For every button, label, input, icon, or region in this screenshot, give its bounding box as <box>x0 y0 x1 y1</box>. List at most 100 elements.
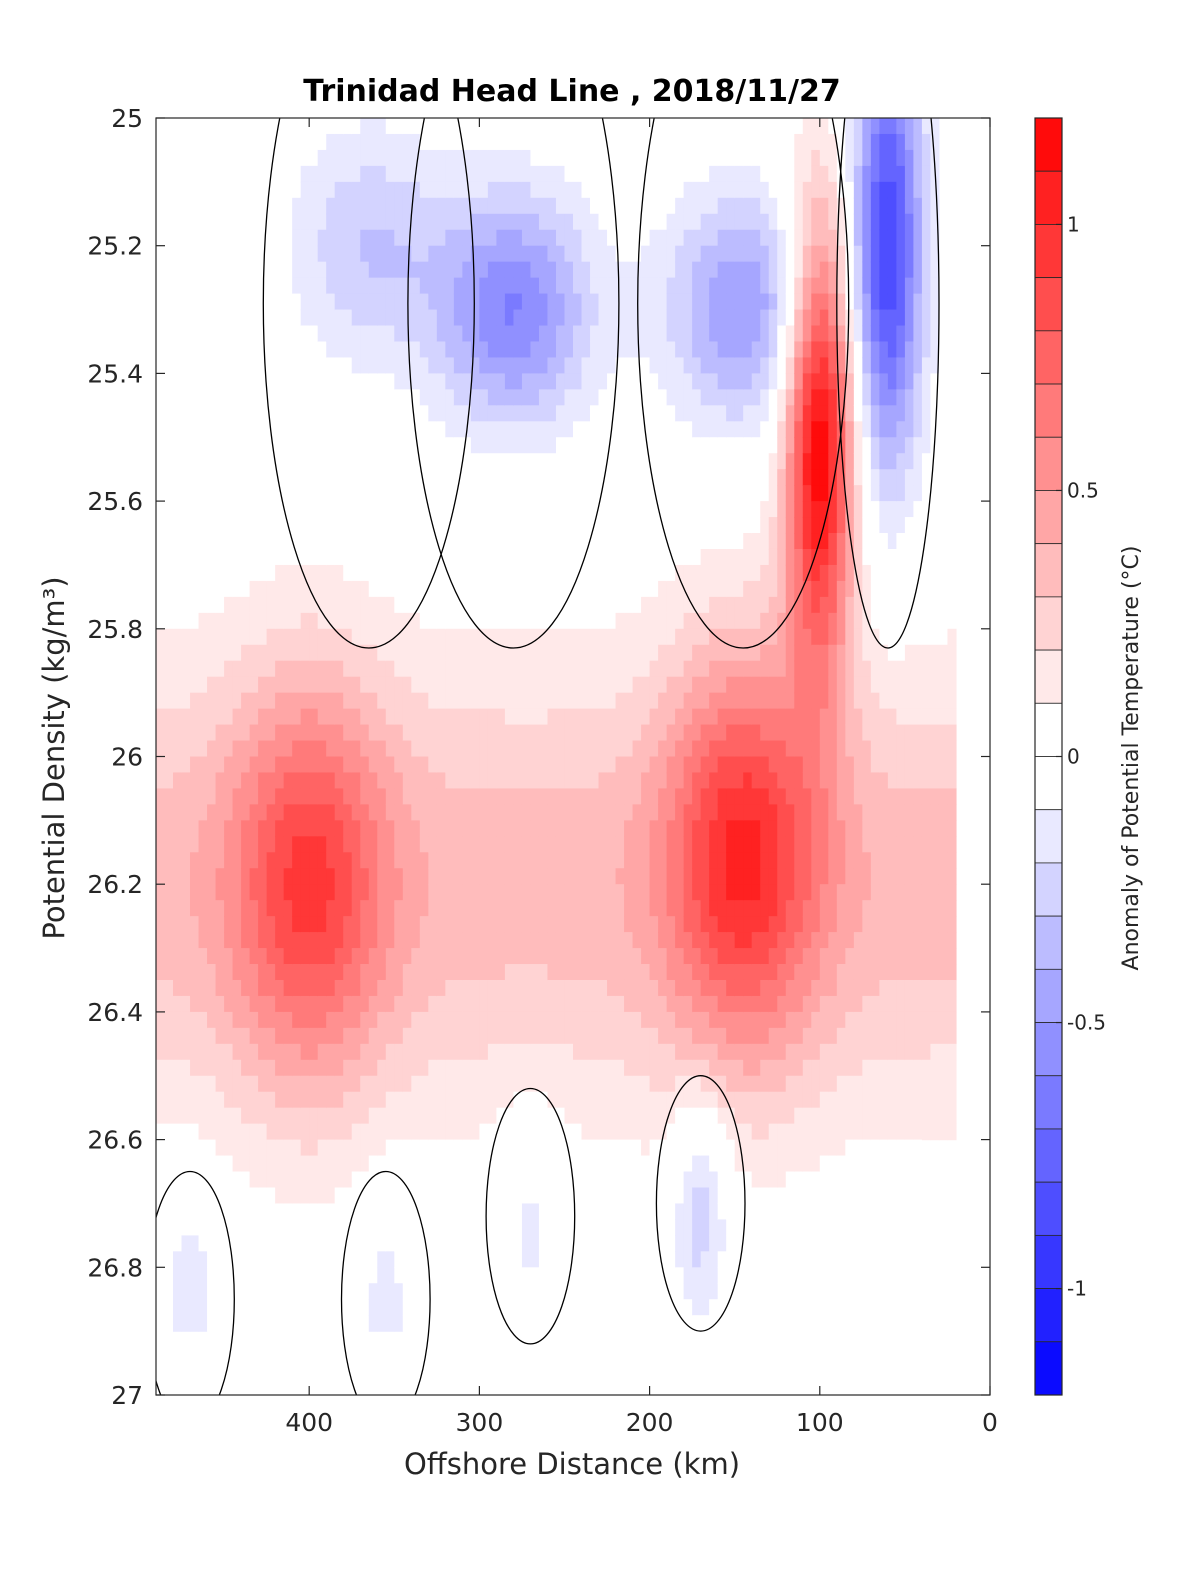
heatmap-cell <box>513 533 523 550</box>
heatmap-cell <box>309 884 319 901</box>
heatmap-cell <box>573 804 583 821</box>
heatmap-cell <box>470 1075 480 1093</box>
heatmap-cell <box>487 325 498 343</box>
heatmap-cell <box>258 277 268 295</box>
heatmap-cell <box>164 1027 174 1045</box>
heatmap-cell <box>555 948 566 965</box>
heatmap-cell <box>598 517 608 534</box>
heatmap-cell <box>632 1075 642 1093</box>
heatmap-cell <box>504 788 515 805</box>
heatmap-cell <box>487 628 498 646</box>
heatmap-cell <box>198 181 208 199</box>
heatmap-cell <box>453 197 463 215</box>
heatmap-cell <box>462 820 472 837</box>
heatmap-cell <box>709 197 719 215</box>
heatmap-cell <box>683 1251 693 1268</box>
heatmap-cell <box>624 756 634 774</box>
heatmap-cell <box>232 261 242 279</box>
heatmap-cell <box>215 612 225 630</box>
heatmap-cell <box>564 341 574 359</box>
heatmap-cell <box>249 548 259 566</box>
heatmap-cell <box>419 708 429 726</box>
heatmap-cell <box>207 309 217 327</box>
heatmap-cell <box>470 1251 480 1268</box>
heatmap-cell <box>232 756 242 774</box>
heatmap-cell <box>521 979 532 997</box>
heatmap-cell <box>368 133 378 151</box>
heatmap-cell <box>538 213 549 231</box>
heatmap-cell <box>258 548 268 566</box>
heatmap-cell <box>207 660 217 678</box>
heatmap-cell <box>164 1267 174 1284</box>
heatmap-cell <box>173 1235 183 1252</box>
heatmap-cell <box>156 788 166 805</box>
heatmap-cell <box>207 979 217 997</box>
heatmap-cell <box>394 964 404 981</box>
heatmap-cell <box>402 1251 412 1268</box>
heatmap-cell <box>334 948 344 965</box>
heatmap-cell <box>300 788 310 805</box>
heatmap-cell <box>615 1139 625 1157</box>
heatmap-cell <box>402 213 412 231</box>
heatmap-cell <box>173 1315 183 1332</box>
heatmap-cell <box>521 118 532 135</box>
heatmap-cell <box>249 421 259 438</box>
heatmap-cell <box>615 1155 625 1173</box>
heatmap-cell <box>190 1027 200 1045</box>
heatmap-cell <box>317 660 327 678</box>
heatmap-cell <box>445 1091 455 1109</box>
heatmap-cell <box>283 1187 293 1205</box>
heatmap-cell <box>598 277 608 295</box>
heatmap-cell <box>675 357 685 374</box>
heatmap-cell <box>283 868 293 885</box>
heatmap-cell <box>428 437 438 454</box>
heatmap-cell <box>436 836 446 853</box>
heatmap-cell <box>326 181 336 199</box>
heatmap-cell <box>675 1107 685 1125</box>
heatmap-cell <box>343 628 353 646</box>
heatmap-cell <box>649 564 659 582</box>
heatmap-cell <box>309 644 319 662</box>
heatmap-cell <box>385 1203 395 1221</box>
heatmap-cell <box>564 596 574 614</box>
heatmap-cell <box>275 1139 285 1157</box>
heatmap-cell <box>181 644 191 662</box>
heatmap-cell <box>658 293 668 311</box>
heatmap-cell <box>436 1171 446 1189</box>
heatmap-cell <box>462 692 472 710</box>
heatmap-cell <box>632 740 642 758</box>
heatmap-cell <box>547 181 557 199</box>
heatmap-cell <box>445 580 455 598</box>
heatmap-cell <box>394 900 404 917</box>
heatmap-cell <box>215 133 225 151</box>
heatmap-cell <box>453 820 463 837</box>
heatmap-cell <box>666 1219 676 1236</box>
heatmap-cell <box>641 916 651 933</box>
heatmap-cell <box>624 995 634 1013</box>
heatmap-cell <box>504 596 515 614</box>
heatmap-cell <box>317 213 327 231</box>
heatmap-cell <box>334 453 344 470</box>
heatmap-cell <box>258 596 268 614</box>
heatmap-cell <box>709 533 719 550</box>
heatmap-cell <box>258 197 268 215</box>
heatmap-cell <box>700 485 710 502</box>
heatmap-cell <box>487 772 498 790</box>
heatmap-cell <box>598 596 608 614</box>
heatmap-cell <box>266 580 276 598</box>
heatmap-cell <box>428 118 438 135</box>
heatmap-cell <box>377 389 387 406</box>
heatmap-cell <box>317 948 327 965</box>
heatmap-cell <box>624 1027 634 1045</box>
heatmap-cell <box>334 995 344 1013</box>
heatmap-cell <box>385 836 395 853</box>
heatmap-cell <box>436 995 446 1013</box>
heatmap-cell <box>317 820 327 837</box>
heatmap-cell <box>641 564 651 582</box>
heatmap-cell <box>181 1187 191 1205</box>
heatmap-cell <box>428 708 438 726</box>
heatmap-cell <box>249 1091 259 1109</box>
heatmap-cell <box>411 596 421 614</box>
heatmap-cell <box>326 932 336 949</box>
heatmap-cell <box>573 580 583 598</box>
